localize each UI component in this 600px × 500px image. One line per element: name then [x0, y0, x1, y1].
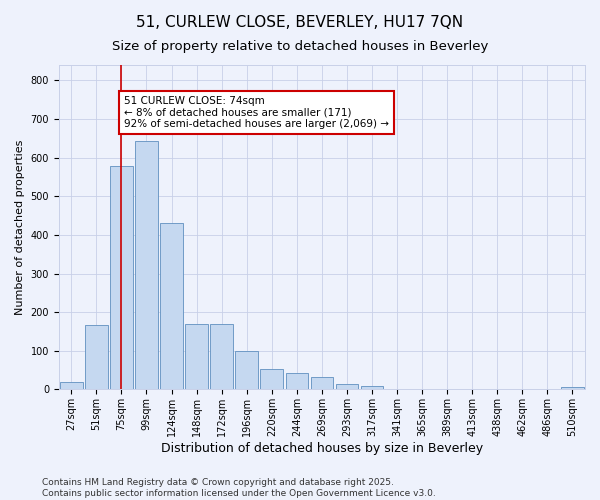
- Bar: [60, 382, 83, 390]
- Text: Contains HM Land Registry data © Crown copyright and database right 2025.
Contai: Contains HM Land Registry data © Crown c…: [42, 478, 436, 498]
- Bar: [185, 324, 208, 390]
- Text: 51 CURLEW CLOSE: 74sqm
← 8% of detached houses are smaller (171)
92% of semi-det: 51 CURLEW CLOSE: 74sqm ← 8% of detached …: [124, 96, 389, 129]
- Bar: [85, 324, 107, 390]
- Bar: [135, 142, 158, 390]
- Bar: [386, 388, 409, 390]
- Bar: [160, 222, 183, 390]
- Bar: [260, 370, 283, 390]
- Bar: [335, 384, 358, 390]
- Bar: [311, 376, 333, 390]
- Y-axis label: Number of detached properties: Number of detached properties: [15, 140, 25, 315]
- Bar: [561, 388, 584, 390]
- Text: 51, CURLEW CLOSE, BEVERLEY, HU17 7QN: 51, CURLEW CLOSE, BEVERLEY, HU17 7QN: [136, 15, 464, 30]
- Bar: [436, 388, 458, 390]
- X-axis label: Distribution of detached houses by size in Beverley: Distribution of detached houses by size …: [161, 442, 483, 455]
- Bar: [286, 373, 308, 390]
- Bar: [110, 166, 133, 390]
- Bar: [211, 324, 233, 390]
- Text: Size of property relative to detached houses in Beverley: Size of property relative to detached ho…: [112, 40, 488, 53]
- Bar: [235, 351, 258, 390]
- Bar: [361, 386, 383, 390]
- Bar: [411, 388, 433, 390]
